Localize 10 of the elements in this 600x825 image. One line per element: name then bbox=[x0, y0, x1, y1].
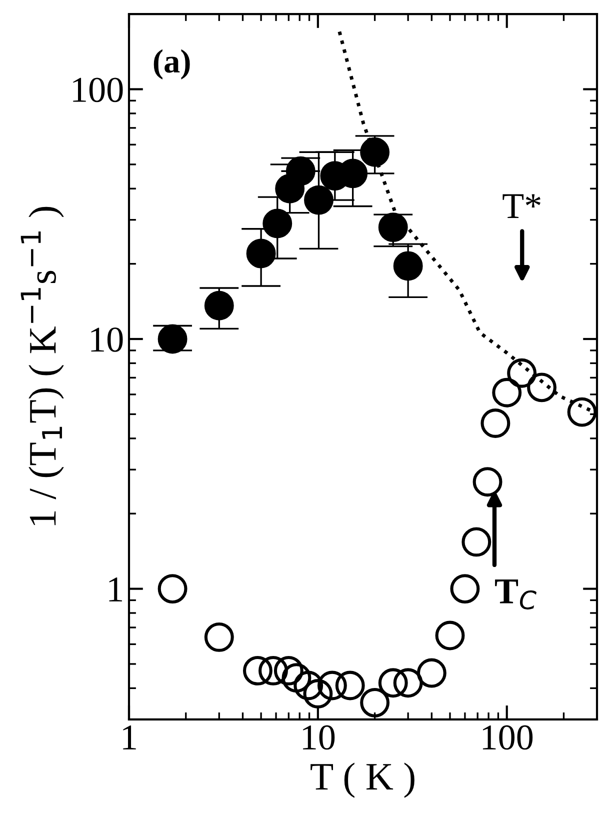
annotation: T$_{C}$ bbox=[495, 580, 536, 610]
y-tick-label: 10 bbox=[91, 328, 123, 352]
y-tick-label: 1 bbox=[109, 577, 122, 602]
x-tick-label: 10 bbox=[303, 725, 335, 750]
annotation: T* bbox=[502, 194, 540, 218]
y-axis-title: 1 / (T$_{1}$T) ( K$^{−1}$s$^{−1}$ ) bbox=[20, 206, 64, 526]
x-axis-title: T ( K ) bbox=[310, 762, 414, 798]
x-tick-label: 100 bbox=[482, 725, 533, 750]
y-tick-label: 100 bbox=[73, 78, 123, 102]
annotation: (a) bbox=[154, 49, 190, 80]
